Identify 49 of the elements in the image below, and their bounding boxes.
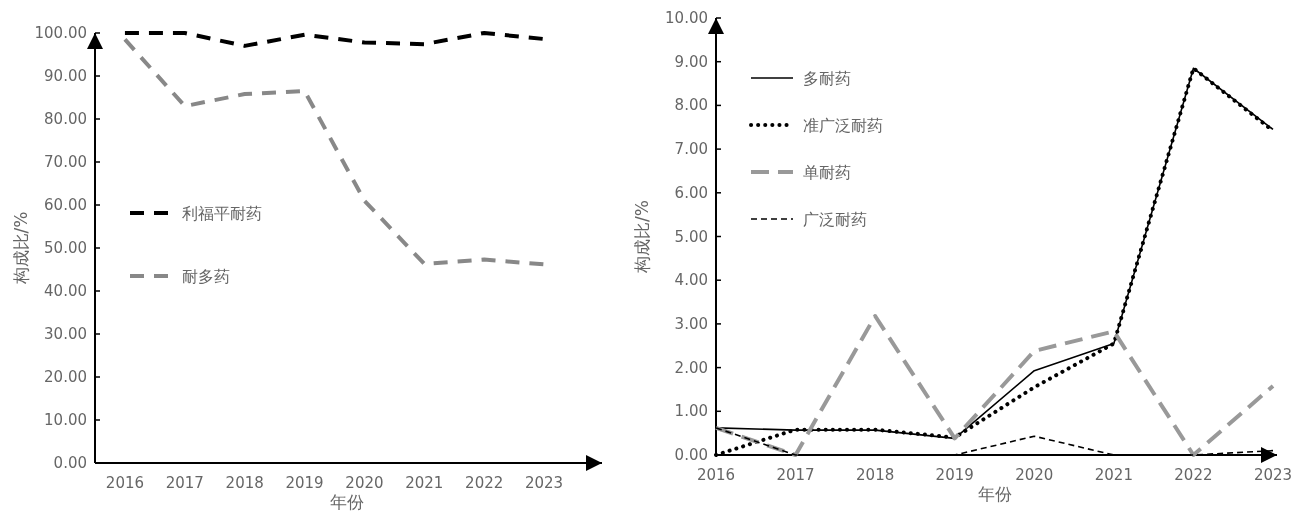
y-axis-title: 构成比/% — [11, 211, 31, 286]
legend-label: 多耐药 — [803, 69, 851, 88]
legend-label: 利福平耐药 — [182, 204, 262, 223]
y-tick-label: 3.00 — [674, 314, 708, 333]
y-tick-label: 100.00 — [34, 24, 87, 42]
x-tick-label: 2021 — [1094, 466, 1133, 484]
x-tick-label: 2020 — [1015, 466, 1054, 484]
x-tick-label: 2020 — [345, 474, 384, 492]
y-tick-label: 2.00 — [674, 358, 708, 377]
x-tick-label: 2016 — [105, 474, 145, 492]
x-tick-label: 2016 — [696, 466, 736, 484]
legend-label: 单耐药 — [803, 163, 851, 182]
y-tick-label: 40.00 — [44, 282, 87, 300]
y-tick-label: 0.00 — [53, 454, 87, 472]
y-tick-label: 9.00 — [674, 52, 708, 71]
x-tick-label: 2023 — [524, 474, 564, 492]
y-tick-label: 10.00 — [665, 9, 708, 27]
y-tick-label: 6.00 — [674, 183, 708, 202]
x-tick-label: 2017 — [776, 466, 815, 484]
x-axis-title: 年份 — [329, 492, 364, 512]
x-axis-title: 年份 — [977, 484, 1012, 504]
y-tick-label: 10.00 — [44, 411, 87, 429]
y-tick-label: 7.00 — [674, 140, 708, 159]
x-tick-label: 2022 — [1174, 466, 1213, 484]
y-tick-label: 30.00 — [44, 325, 87, 343]
y-tick-label: 80.00 — [44, 110, 87, 128]
x-tick-label: 2019 — [935, 466, 974, 484]
y-tick-label: 1.00 — [674, 402, 708, 421]
y-tick-label: 0.00 — [674, 446, 708, 464]
y-tick-label: 60.00 — [44, 196, 87, 214]
x-tick-label: 2017 — [165, 474, 204, 492]
y-tick-label: 20.00 — [44, 368, 87, 386]
y-tick-label: 8.00 — [674, 96, 708, 115]
y-tick-label: 70.00 — [44, 153, 87, 171]
y-tick-label: 50.00 — [44, 239, 87, 257]
y-axis-title: 构成比/% — [632, 200, 652, 274]
y-tick-label: 90.00 — [44, 67, 87, 85]
x-tick-label: 2023 — [1253, 466, 1293, 484]
legend-label: 准广泛耐药 — [803, 116, 883, 135]
x-tick-label: 2018 — [856, 466, 895, 484]
x-tick-label: 2022 — [465, 474, 504, 492]
x-tick-label: 2018 — [225, 474, 264, 492]
y-tick-label: 4.00 — [674, 271, 708, 290]
x-tick-label: 2021 — [405, 474, 444, 492]
y-tick-label: 5.00 — [674, 227, 708, 246]
legend-label: 广泛耐药 — [803, 210, 867, 229]
x-tick-label: 2019 — [285, 474, 324, 492]
line-series — [714, 314, 1275, 457]
legend-label: 耐多药 — [182, 267, 230, 286]
